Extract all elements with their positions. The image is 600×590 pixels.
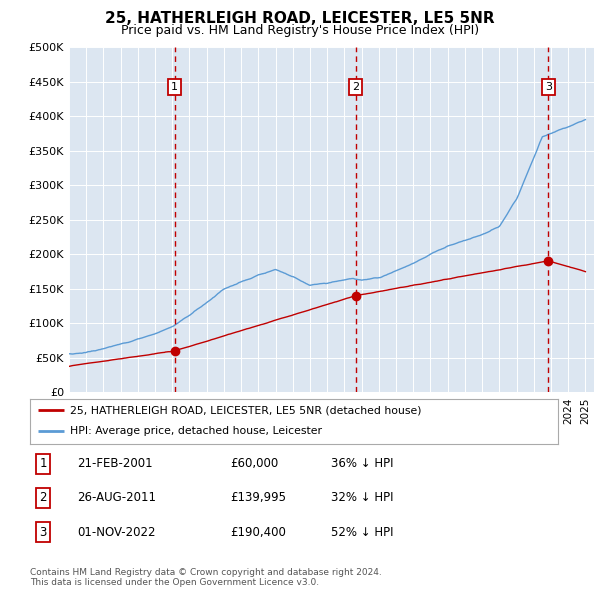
Text: 21-FEB-2001: 21-FEB-2001 [77,457,153,470]
Text: 1: 1 [40,457,47,470]
Text: £190,400: £190,400 [230,526,287,539]
Text: 26-AUG-2011: 26-AUG-2011 [77,491,157,504]
Text: 1: 1 [171,82,178,92]
Text: Contains HM Land Registry data © Crown copyright and database right 2024.
This d: Contains HM Land Registry data © Crown c… [30,568,382,587]
Text: 52% ↓ HPI: 52% ↓ HPI [331,526,394,539]
Text: 25, HATHERLEIGH ROAD, LEICESTER, LE5 5NR: 25, HATHERLEIGH ROAD, LEICESTER, LE5 5NR [105,11,495,27]
Text: 2: 2 [40,491,47,504]
Text: 2: 2 [352,82,359,92]
Text: Price paid vs. HM Land Registry's House Price Index (HPI): Price paid vs. HM Land Registry's House … [121,24,479,37]
Text: 3: 3 [545,82,552,92]
Text: 32% ↓ HPI: 32% ↓ HPI [331,491,394,504]
Text: £60,000: £60,000 [230,457,279,470]
Text: 25, HATHERLEIGH ROAD, LEICESTER, LE5 5NR (detached house): 25, HATHERLEIGH ROAD, LEICESTER, LE5 5NR… [70,405,421,415]
Text: 01-NOV-2022: 01-NOV-2022 [77,526,156,539]
Text: HPI: Average price, detached house, Leicester: HPI: Average price, detached house, Leic… [70,427,322,436]
Text: 3: 3 [40,526,47,539]
Text: £139,995: £139,995 [230,491,287,504]
Text: 36% ↓ HPI: 36% ↓ HPI [331,457,394,470]
